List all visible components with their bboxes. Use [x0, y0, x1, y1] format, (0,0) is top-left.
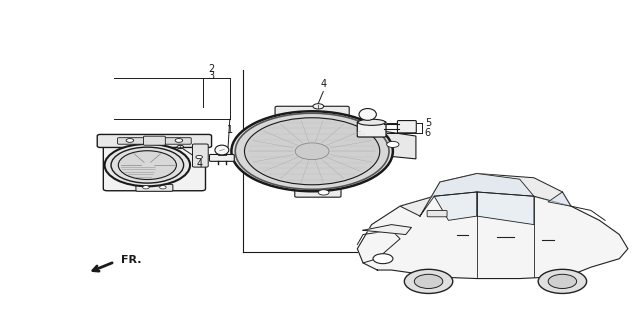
FancyBboxPatch shape	[164, 138, 191, 144]
Polygon shape	[435, 192, 477, 220]
Text: FR.: FR.	[121, 255, 141, 265]
Text: TL24B0810A: TL24B0810A	[504, 270, 561, 279]
FancyBboxPatch shape	[357, 122, 386, 137]
FancyBboxPatch shape	[143, 136, 165, 145]
Circle shape	[538, 269, 587, 293]
Circle shape	[104, 144, 190, 186]
Circle shape	[143, 186, 149, 189]
Ellipse shape	[358, 119, 385, 125]
Ellipse shape	[359, 108, 376, 120]
Circle shape	[175, 138, 182, 142]
Circle shape	[373, 254, 393, 263]
Text: 5: 5	[425, 118, 431, 128]
Circle shape	[404, 269, 452, 293]
FancyBboxPatch shape	[193, 144, 208, 167]
Circle shape	[548, 274, 577, 288]
Circle shape	[313, 104, 324, 109]
FancyBboxPatch shape	[136, 184, 173, 191]
FancyBboxPatch shape	[295, 187, 341, 197]
Circle shape	[196, 155, 202, 159]
Polygon shape	[363, 225, 412, 234]
Polygon shape	[378, 130, 416, 159]
Circle shape	[318, 190, 329, 195]
FancyBboxPatch shape	[275, 106, 349, 120]
Circle shape	[126, 138, 134, 142]
Circle shape	[414, 274, 443, 288]
Polygon shape	[548, 192, 571, 206]
FancyBboxPatch shape	[103, 137, 205, 191]
Circle shape	[387, 141, 399, 147]
Circle shape	[111, 147, 184, 183]
Text: 2: 2	[208, 64, 214, 74]
Text: 4: 4	[196, 159, 202, 169]
Text: 6: 6	[425, 128, 431, 138]
Text: 4: 4	[320, 79, 326, 89]
FancyBboxPatch shape	[209, 154, 234, 161]
Polygon shape	[420, 174, 534, 216]
FancyBboxPatch shape	[397, 121, 416, 133]
FancyBboxPatch shape	[118, 138, 144, 144]
Circle shape	[236, 113, 389, 189]
Ellipse shape	[215, 145, 229, 155]
Circle shape	[295, 143, 329, 160]
FancyBboxPatch shape	[97, 134, 212, 147]
Polygon shape	[357, 192, 628, 278]
Text: 1: 1	[227, 125, 233, 136]
Circle shape	[244, 118, 380, 185]
Circle shape	[118, 151, 177, 180]
FancyBboxPatch shape	[427, 211, 447, 217]
Circle shape	[177, 145, 184, 149]
Circle shape	[159, 186, 166, 189]
Text: 3: 3	[208, 70, 214, 81]
Polygon shape	[400, 174, 571, 216]
Circle shape	[232, 111, 393, 191]
Polygon shape	[477, 192, 534, 225]
